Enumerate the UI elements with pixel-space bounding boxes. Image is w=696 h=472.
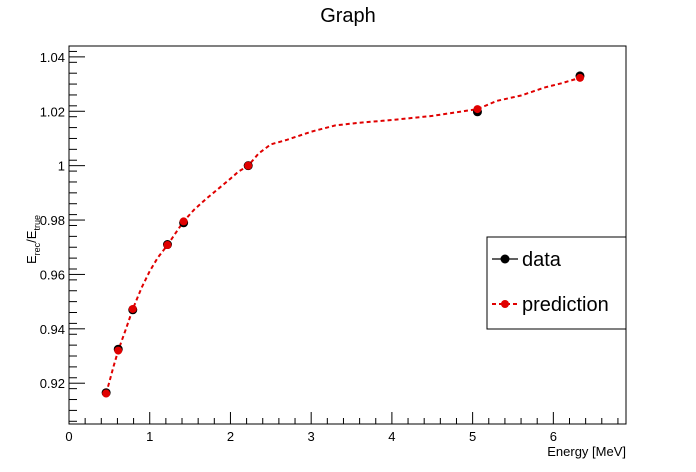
prediction-line xyxy=(105,76,581,394)
y-tick-label: 1.02 xyxy=(40,104,65,119)
y-axis-label: Erec/Etrue xyxy=(24,215,42,264)
y-tick-label: 1.04 xyxy=(40,50,65,65)
x-axis-label: Energy [MeV] xyxy=(547,444,626,459)
legend-box xyxy=(486,236,627,330)
x-tick-label: 0 xyxy=(65,429,72,444)
x-tick-label: 6 xyxy=(550,429,557,444)
prediction-point xyxy=(575,73,584,82)
x-axis: 0 1 2 3 4 5 6 xyxy=(65,412,619,444)
x-tick-label: 5 xyxy=(469,429,476,444)
legend-data-label: data xyxy=(522,249,562,271)
x-tick-label: 3 xyxy=(308,429,315,444)
prediction-point xyxy=(128,304,137,313)
y-axis-label-main: E xyxy=(24,255,39,264)
prediction-point xyxy=(179,217,188,226)
prediction-point xyxy=(244,161,253,170)
y-tick-label: 0.94 xyxy=(40,322,65,337)
y-axis-label-sub-true: true xyxy=(32,215,42,231)
prediction-point xyxy=(163,241,172,250)
prediction-point xyxy=(102,389,111,398)
x-tick-label: 2 xyxy=(227,429,234,444)
y-tick-label: 1 xyxy=(58,159,65,174)
legend-prediction-label: prediction xyxy=(522,294,609,316)
y-tick-label: 0.92 xyxy=(40,376,65,391)
plot-frame xyxy=(68,45,627,425)
legend-data-marker xyxy=(500,254,510,264)
x-tick-label: 1 xyxy=(146,429,153,444)
y-axis: 0.92 0.94 0.96 0.98 1 1.02 1.04 xyxy=(40,50,85,422)
prediction-point xyxy=(473,105,482,114)
x-tick-label: 4 xyxy=(388,429,395,444)
y-tick-label: 0.98 xyxy=(40,213,65,228)
series-layer xyxy=(101,71,585,398)
legend-prediction-marker xyxy=(501,300,509,308)
y-axis-label-sub-rec: rec xyxy=(32,242,42,255)
y-axis-label-mid: /E xyxy=(24,230,39,243)
legend: data prediction xyxy=(486,236,627,330)
prediction-point xyxy=(114,346,123,355)
chart-title: Graph xyxy=(320,5,376,27)
y-tick-label: 0.96 xyxy=(40,267,65,282)
